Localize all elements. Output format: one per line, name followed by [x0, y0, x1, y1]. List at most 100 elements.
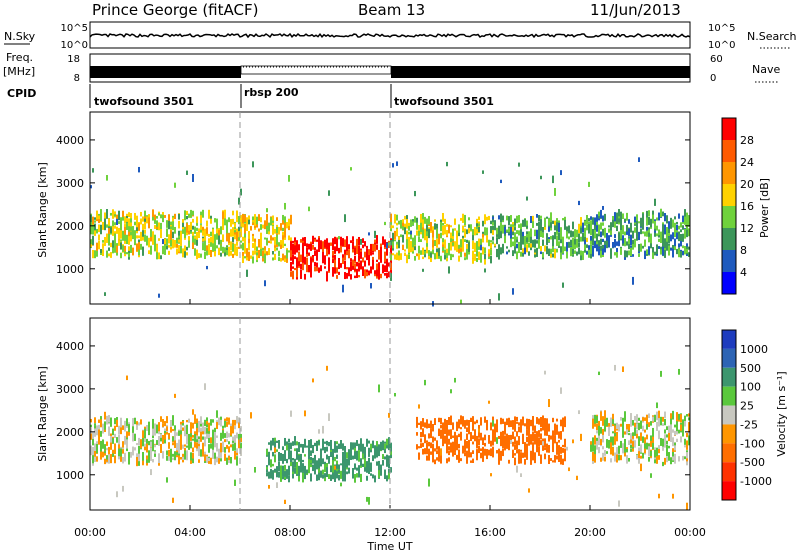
heatmap-cell [608, 235, 610, 242]
heatmap-cell [188, 230, 190, 235]
heatmap-cell [218, 456, 220, 464]
heatmap-cell [612, 447, 614, 454]
heatmap-cell [532, 424, 534, 431]
heatmap-cell [376, 452, 378, 456]
heatmap-cell [416, 253, 418, 257]
heatmap-cell [666, 456, 668, 463]
heatmap-cell [416, 232, 418, 236]
heatmap-cell [204, 383, 206, 390]
heatmap-cell [358, 255, 360, 261]
heatmap-cell [260, 232, 262, 242]
heatmap-cell [116, 491, 118, 498]
heatmap-cell [508, 249, 510, 253]
heatmap-cell [324, 259, 326, 264]
heatmap-cell [350, 450, 352, 460]
heatmap-cell [516, 251, 518, 260]
heatmap-cell [388, 262, 390, 267]
heatmap-cell [546, 418, 548, 423]
heatmap-cell [466, 243, 468, 254]
heatmap-cell [164, 238, 166, 245]
heatmap-cell [652, 427, 654, 438]
heatmap-cell [186, 435, 188, 445]
heatmap-cell [494, 423, 496, 431]
heatmap-cell [480, 238, 482, 247]
heatmap-cell [90, 244, 92, 248]
heatmap-cell [346, 241, 348, 249]
heatmap-cell [550, 435, 552, 440]
heatmap-cell [202, 447, 204, 457]
heatmap-cell [156, 215, 158, 219]
heatmap-cell [308, 243, 310, 250]
heatmap-cell [452, 254, 454, 258]
heatmap-cell [540, 246, 542, 252]
heatmap-cell [460, 427, 462, 430]
heatmap-cell [508, 459, 510, 464]
heatmap-cell [246, 221, 248, 231]
heatmap-cell [136, 443, 138, 446]
heatmap-cell [418, 422, 420, 426]
heatmap-cell [136, 456, 138, 467]
heatmap-cell [232, 218, 234, 224]
heatmap-cell [440, 456, 442, 461]
heatmap-cell [94, 220, 96, 223]
heatmap-cell [292, 457, 294, 461]
heatmap-cell [212, 229, 214, 237]
heatmap-cell [408, 238, 410, 246]
heatmap-cell [160, 255, 162, 260]
heatmap-cell [506, 246, 508, 249]
heatmap-cell [628, 228, 630, 237]
heatmap-cell [426, 442, 428, 446]
heatmap-cell [656, 233, 658, 237]
heatmap-cell [444, 418, 446, 428]
heatmap-cell [288, 250, 290, 253]
heatmap-cell [294, 242, 296, 251]
heatmap-cell [472, 421, 474, 431]
heatmap-cell [476, 241, 478, 251]
heatmap-cell [678, 243, 680, 248]
heatmap-cell [390, 273, 392, 281]
heatmap-cell [370, 443, 372, 451]
heatmap-cell [134, 232, 136, 239]
heatmap-cell [314, 266, 316, 272]
heatmap-cell [266, 229, 268, 234]
heatmap-cell [240, 446, 242, 456]
heatmap-cell [206, 245, 208, 254]
heatmap-cell [130, 454, 132, 458]
heatmap-cell [180, 424, 182, 431]
heatmap-cell [446, 252, 448, 258]
heatmap-cell [502, 418, 504, 424]
heatmap-cell [418, 253, 420, 260]
heatmap-cell [660, 419, 662, 426]
heatmap-cell [260, 239, 262, 246]
heatmap-cell [578, 223, 580, 234]
heatmap-cell [114, 451, 116, 455]
heatmap-cell [446, 458, 448, 464]
xtick-1: 04:00 [174, 526, 206, 539]
heatmap-cell [556, 427, 558, 435]
heatmap-cell [338, 247, 340, 252]
heatmap-cell [242, 213, 244, 224]
heatmap-cell [466, 452, 468, 457]
heatmap-cell [548, 434, 550, 442]
heatmap-cell [384, 261, 386, 264]
heatmap-cell [234, 230, 236, 233]
heatmap-cell [140, 439, 142, 442]
heatmap-cell [294, 237, 296, 243]
heatmap-cell [404, 227, 406, 235]
heatmap-cell [664, 440, 666, 448]
heatmap-cell [150, 441, 152, 450]
heatmap-cell [668, 221, 670, 229]
colorbar-frame [721, 329, 737, 501]
heatmap-cell [688, 218, 690, 227]
heatmap-cell [322, 253, 324, 259]
heatmap-cell [552, 175, 554, 184]
heatmap-cell [130, 244, 132, 253]
heatmap-cell [410, 230, 412, 235]
heatmap-cell [566, 446, 568, 451]
heatmap-cell [114, 233, 116, 241]
heatmap-cell [144, 217, 146, 222]
heatmap-cell [180, 231, 182, 241]
heatmap-cell [548, 248, 550, 257]
heatmap-cell [664, 250, 666, 258]
heatmap-cell [170, 457, 172, 463]
